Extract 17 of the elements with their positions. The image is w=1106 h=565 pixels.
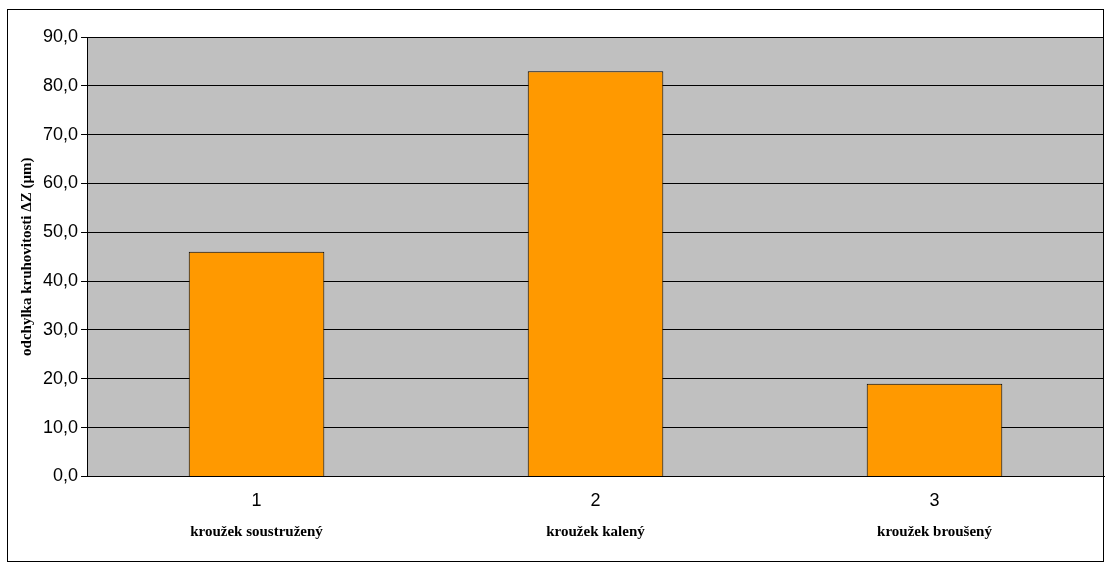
x-tick-label: 2 bbox=[590, 490, 601, 511]
y-tick-label: 90,0 bbox=[42, 25, 79, 46]
y-tick-label: 10,0 bbox=[42, 416, 79, 437]
text: kroužek broušený bbox=[877, 522, 993, 539]
x-tick-label: 3 bbox=[929, 490, 940, 511]
y-tick-label: 50,0 bbox=[42, 221, 79, 242]
y-tick-label: 80,0 bbox=[42, 74, 79, 95]
y-axis-title: odchylka kruhovitosti ΔZ (µm) bbox=[17, 157, 35, 356]
y-tick-label: 60,0 bbox=[42, 172, 79, 193]
y-tick-label: 70,0 bbox=[42, 123, 79, 144]
text: kroužek kalený bbox=[546, 522, 646, 539]
y-tick-label: 20,0 bbox=[42, 367, 79, 388]
x-tick-label: 1 bbox=[251, 490, 262, 511]
y-tick-label: 30,0 bbox=[42, 318, 79, 339]
y-tick-label: 40,0 bbox=[42, 270, 79, 291]
text: kroužek soustružený bbox=[190, 522, 324, 539]
y-tick-label: 0,0 bbox=[53, 465, 79, 486]
